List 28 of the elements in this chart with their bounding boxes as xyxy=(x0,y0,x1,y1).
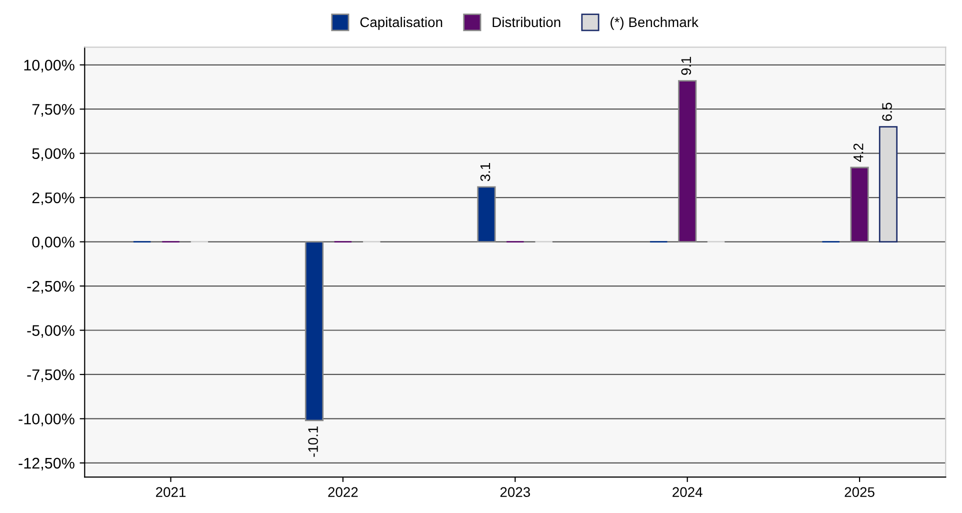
y-tick-label: 0,00% xyxy=(32,236,74,250)
data-label: 6.5 xyxy=(882,102,892,121)
y-tick-label: 2,50% xyxy=(32,192,74,206)
bar xyxy=(477,186,496,242)
data-label: 9.1 xyxy=(681,56,692,75)
data-label: 3.1 xyxy=(480,163,490,182)
legend-label: Distribution xyxy=(492,16,560,28)
data-label: 4.2 xyxy=(853,144,864,162)
bar xyxy=(850,166,869,242)
x-tick-label: 2022 xyxy=(328,487,358,498)
bar xyxy=(878,126,898,242)
y-tick-label: 5,00% xyxy=(32,148,74,161)
y-tick-label: -2,50% xyxy=(27,280,74,294)
bar xyxy=(678,80,697,242)
legend-label: (*) Benchmark xyxy=(610,16,698,30)
x-tick-label: 2025 xyxy=(844,487,874,498)
x-tick-label: 2021 xyxy=(156,487,186,498)
y-tick-label: -5,00% xyxy=(27,325,74,338)
y-tick-label: -7,50% xyxy=(27,369,74,382)
x-tick-label: 2023 xyxy=(500,487,530,498)
y-tick-label: 7,50% xyxy=(32,104,74,117)
bar xyxy=(304,241,324,422)
data-label: -10.1 xyxy=(308,426,318,457)
legend-label: Capitalisation xyxy=(360,16,442,30)
x-tick-label: 2024 xyxy=(672,487,702,498)
y-tick-label: -12,50% xyxy=(18,458,74,470)
y-tick-label: -10,00% xyxy=(18,414,74,426)
y-tick-label: 10,00% xyxy=(24,60,74,72)
